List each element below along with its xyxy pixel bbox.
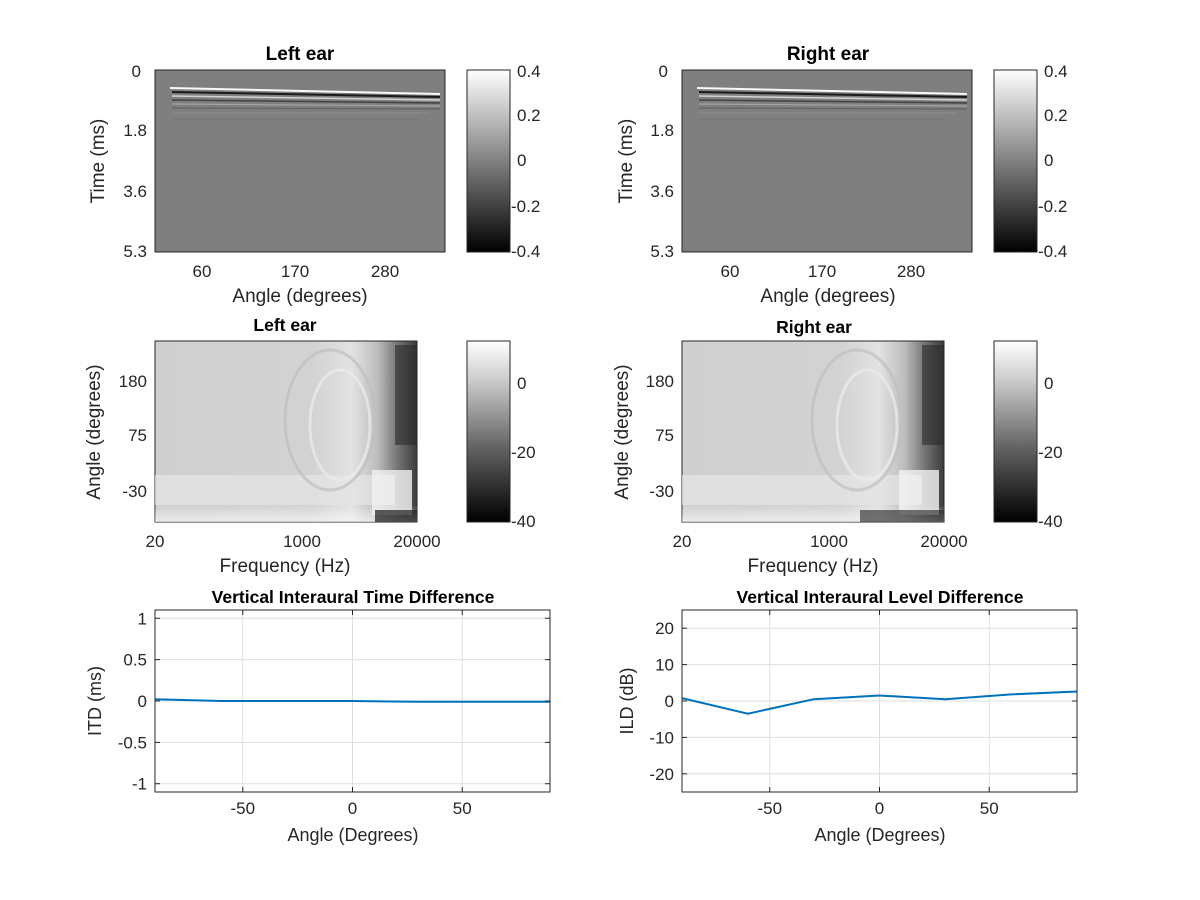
panel5-title: Vertical Interaural Time Difference [212, 587, 495, 607]
panel4-cbar-tick: -40 [1038, 512, 1063, 531]
panel-right-ear-time: Right ear 0 1.8 3.6 5.3 60 170 280 Angle… [616, 44, 1068, 307]
panel1-xtick: 170 [281, 262, 309, 281]
ild-xtick-label: 50 [980, 799, 999, 818]
panel4-xtick: 20000 [920, 532, 967, 551]
panel4-title: Right ear [776, 317, 852, 337]
panel3-xtick: 20 [146, 532, 165, 551]
panel1-title: Left ear [266, 44, 335, 65]
ild-series-line [681, 690, 1078, 715]
panel3-cbar-tick: -40 [511, 512, 536, 531]
itd-ytick-label: -1 [132, 775, 147, 794]
panel6-xlabel: Angle (Degrees) [814, 825, 945, 845]
panel4-xtick: 20 [673, 532, 692, 551]
panel4-colorbar [993, 340, 1038, 523]
panel-left-ear-freq: Left ear 180 75 -30 20 1000 20000 Freque… [84, 315, 536, 577]
panel4-ylabel: Angle (degrees) [612, 364, 633, 499]
panel1-xtick: 60 [193, 262, 212, 281]
panel1-ylabel: Time (ms) [88, 119, 109, 204]
itd-ytick-label: -0.5 [118, 733, 147, 752]
panel4-ytick: -30 [649, 482, 674, 501]
panel2-cbar-tick: -0.2 [1038, 197, 1067, 216]
panel3-ytick: 180 [119, 372, 147, 391]
panel1-cbar-tick: 0.2 [517, 106, 541, 125]
panel2-title: Right ear [787, 44, 870, 65]
panel4-cbar-tick: -20 [1038, 443, 1063, 462]
panel-ild: Vertical Interaural Level Difference Ang… [617, 587, 1078, 845]
panel3-xlabel: Frequency (Hz) [220, 556, 351, 577]
panel3-texture [155, 345, 417, 522]
itd-xtick-label: 0 [348, 799, 357, 818]
panel6-title: Vertical Interaural Level Difference [737, 587, 1024, 607]
panel2-cbar-tick: 0.4 [1044, 62, 1068, 81]
ild-ytick-label: -10 [649, 728, 674, 747]
panel4-texture [682, 345, 944, 522]
panel3-ylabel: Angle (degrees) [84, 364, 105, 499]
panel1-cbar-tick: -0.2 [511, 197, 540, 216]
ild-ytick-label: 10 [655, 656, 674, 675]
panel3-ytick: 75 [128, 426, 147, 445]
itd-series-line [154, 698, 550, 703]
ild-ytick-label: 20 [655, 619, 674, 638]
panel2-ytick: 0 [659, 62, 668, 81]
panel3-xtick: 1000 [283, 532, 321, 551]
panel3-cbar-tick: -20 [511, 443, 536, 462]
panel2-ytick: 5.3 [650, 242, 674, 261]
panel4-xlabel: Frequency (Hz) [748, 556, 879, 577]
panel2-ytick: 1.8 [650, 121, 674, 140]
panel1-xlabel: Angle (degrees) [232, 286, 367, 307]
panel5-ylabel: ITD (ms) [85, 666, 105, 736]
panel2-ylabel: Time (ms) [616, 119, 637, 204]
itd-xtick-label: -50 [230, 799, 255, 818]
panel4-ytick: 75 [655, 426, 674, 445]
panel1-cbar-tick: -0.4 [511, 242, 540, 261]
panel4-cbar-tick: 0 [1044, 374, 1053, 393]
panel-right-ear-freq: Right ear 180 75 -30 20 1000 20000 Frequ… [612, 317, 1063, 577]
panel-left-ear-time: Left ear 0 1.8 3.6 5.3 60 170 280 Angle … [88, 44, 541, 307]
panel3-ytick: -30 [122, 482, 147, 501]
panel3-colorbar [466, 340, 511, 523]
panel3-xtick: 20000 [393, 532, 440, 551]
panel1-ytick: 5.3 [123, 242, 147, 261]
panel2-cbar-tick: 0 [1044, 151, 1053, 170]
itd-ytick-label: 0.5 [123, 651, 147, 670]
panel4-xtick: 1000 [810, 532, 848, 551]
panel3-cbar-tick: 0 [517, 374, 526, 393]
itd-xtick-label: 50 [453, 799, 472, 818]
panel1-ytick: 0 [132, 62, 141, 81]
panel2-ripples [696, 87, 968, 120]
panel1-cbar-tick: 0 [517, 151, 526, 170]
panel-itd: Vertical Interaural Time Difference Angl… [85, 587, 551, 845]
ild-xtick-label: 0 [875, 799, 884, 818]
panel2-xtick: 170 [808, 262, 836, 281]
panel6-ylabel: ILD (dB) [617, 667, 637, 734]
panel2-xtick: 280 [897, 262, 925, 281]
panel2-xlabel: Angle (degrees) [760, 286, 895, 307]
panel4-ytick: 180 [646, 372, 674, 391]
panel5-xlabel: Angle (Degrees) [287, 825, 418, 845]
panel2-ytick: 3.6 [650, 182, 674, 201]
itd-ytick-label: 1 [138, 609, 147, 628]
ild-ytick-label: 0 [665, 692, 674, 711]
panel2-xtick: 60 [721, 262, 740, 281]
panel2-colorbar [993, 69, 1038, 253]
panel1-ytick: 3.6 [123, 182, 147, 201]
panel3-title: Left ear [253, 315, 316, 335]
itd-ytick-label: 0 [138, 692, 147, 711]
ild-xtick-label: -50 [757, 799, 782, 818]
panel1-ripples [169, 87, 441, 120]
panel1-ytick: 1.8 [123, 121, 147, 140]
ild-ytick-label: -20 [649, 765, 674, 784]
panel2-cbar-tick: -0.4 [1038, 242, 1067, 261]
panel2-cbar-tick: 0.2 [1044, 106, 1068, 125]
panel1-colorbar [466, 69, 511, 253]
panel1-cbar-tick: 0.4 [517, 62, 541, 81]
panel1-xtick: 280 [371, 262, 399, 281]
